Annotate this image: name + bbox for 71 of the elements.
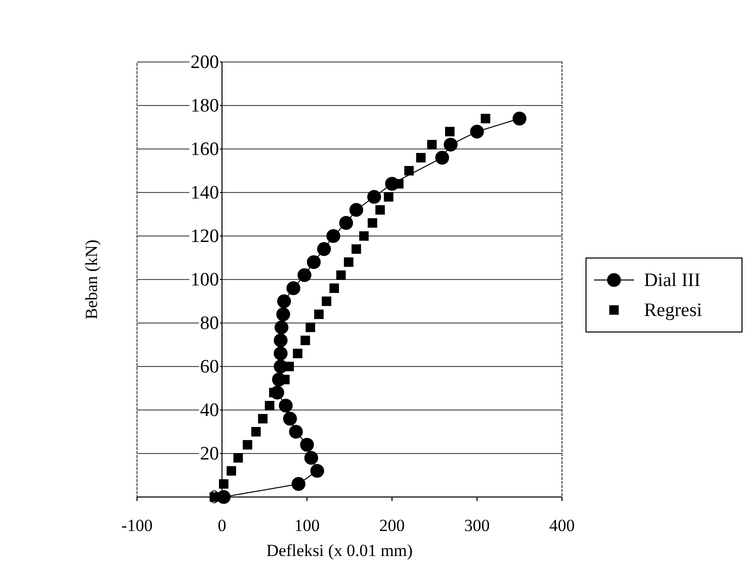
point bbox=[278, 398, 293, 413]
legend-label: Dial III bbox=[644, 270, 700, 291]
point bbox=[404, 166, 414, 176]
y-tick-label: 60 bbox=[200, 356, 219, 378]
x-tick-label: -100 bbox=[121, 516, 153, 536]
point bbox=[368, 218, 378, 228]
y-tick-label: 40 bbox=[200, 400, 219, 422]
point bbox=[306, 255, 321, 269]
point bbox=[286, 281, 300, 296]
point bbox=[375, 205, 385, 215]
point bbox=[276, 307, 290, 322]
point bbox=[352, 244, 362, 254]
point bbox=[292, 477, 306, 491]
point bbox=[304, 450, 318, 465]
point bbox=[251, 427, 261, 436]
point bbox=[317, 242, 331, 256]
point bbox=[218, 479, 228, 489]
point bbox=[300, 438, 314, 452]
y-tick-label: 160 bbox=[190, 139, 219, 160]
point bbox=[359, 231, 369, 241]
point bbox=[298, 268, 312, 282]
y-tick-label: 20 bbox=[200, 444, 219, 465]
point bbox=[274, 334, 288, 348]
x-tick-label: 300 bbox=[464, 516, 490, 536]
point bbox=[470, 124, 484, 138]
legend-label: Regresi bbox=[644, 300, 702, 321]
point bbox=[322, 296, 332, 306]
point bbox=[242, 440, 252, 450]
point bbox=[284, 362, 294, 372]
point bbox=[289, 424, 303, 439]
y-tick-label: 120 bbox=[190, 226, 219, 248]
x-axis-title: Defleksi (x 0.01 mm) bbox=[266, 541, 413, 560]
point bbox=[480, 114, 490, 124]
point bbox=[512, 112, 526, 126]
y-tick-label: 100 bbox=[190, 270, 219, 291]
point bbox=[216, 490, 231, 504]
x-tick-label: 200 bbox=[379, 516, 405, 536]
point bbox=[274, 320, 288, 334]
x-tick-label: 100 bbox=[294, 516, 320, 536]
point bbox=[435, 150, 450, 165]
point bbox=[329, 283, 339, 293]
point bbox=[336, 270, 346, 280]
point bbox=[310, 464, 324, 478]
y-tick-label: 80 bbox=[200, 313, 219, 334]
y-tick-label: 200 bbox=[190, 52, 219, 74]
point bbox=[314, 310, 324, 320]
y-tick-label: 180 bbox=[190, 96, 219, 117]
point bbox=[339, 216, 354, 230]
point bbox=[384, 192, 394, 202]
y-tick-label: 140 bbox=[190, 182, 219, 204]
point bbox=[344, 257, 354, 267]
point bbox=[306, 322, 316, 332]
point bbox=[367, 190, 382, 204]
point bbox=[264, 400, 274, 410]
point bbox=[300, 336, 310, 346]
point bbox=[349, 203, 364, 217]
point bbox=[226, 466, 236, 476]
point bbox=[427, 140, 437, 150]
y-axis-title: Beban (kN) bbox=[82, 240, 101, 320]
point bbox=[326, 229, 340, 243]
point bbox=[445, 126, 455, 136]
point bbox=[416, 152, 426, 162]
point bbox=[233, 453, 243, 463]
point bbox=[444, 138, 458, 152]
point bbox=[258, 414, 268, 424]
x-tick-label: 0 bbox=[218, 516, 226, 536]
point bbox=[283, 412, 297, 426]
x-tick-label: 400 bbox=[549, 516, 575, 536]
point bbox=[292, 348, 302, 358]
point bbox=[277, 294, 291, 308]
point bbox=[274, 346, 288, 360]
